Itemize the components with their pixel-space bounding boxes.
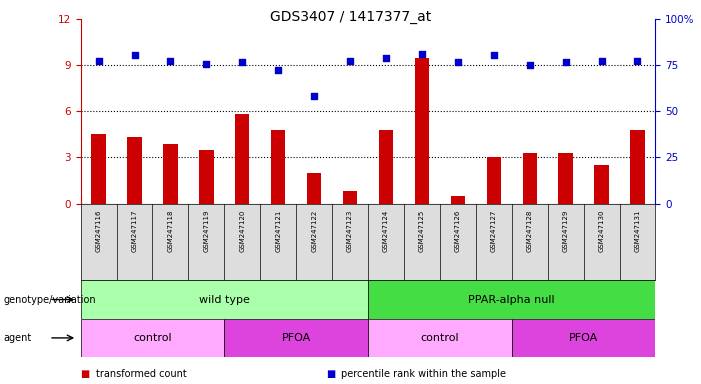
Text: GSM247128: GSM247128 (526, 210, 533, 252)
Text: GSM247125: GSM247125 (419, 210, 425, 252)
Point (524, 62, 536, 68)
Point (416, 51, 428, 57)
Text: ■: ■ (326, 369, 335, 379)
Text: GSM247116: GSM247116 (95, 210, 102, 252)
Bar (630, 130, 645, 204)
Point (129, 51, 140, 58)
Text: PFOA: PFOA (282, 333, 311, 343)
Text: PPAR-alpha null: PPAR-alpha null (468, 295, 555, 305)
Bar (81, 319, 224, 357)
Text: GSM247120: GSM247120 (239, 210, 245, 252)
Bar (199, 150, 214, 204)
Bar (451, 196, 465, 204)
Bar (235, 114, 250, 204)
Text: GDS3407 / 1417377_at: GDS3407 / 1417377_at (270, 10, 431, 23)
Text: control: control (133, 333, 172, 343)
Text: genotype/variation: genotype/variation (4, 295, 96, 305)
Text: GSM247126: GSM247126 (455, 210, 461, 252)
Point (273, 67, 284, 73)
Point (200, 61, 212, 67)
Bar (271, 130, 285, 204)
Point (381, 55, 392, 61)
Text: GSM247122: GSM247122 (311, 210, 317, 252)
Text: GSM247118: GSM247118 (168, 210, 173, 252)
Bar (594, 165, 608, 204)
Point (452, 59, 463, 65)
Text: PFOA: PFOA (569, 333, 598, 343)
Point (488, 52, 499, 58)
Bar (307, 173, 321, 204)
Point (93, 58, 104, 64)
Bar (379, 130, 393, 204)
Bar (163, 144, 177, 204)
Text: ■: ■ (81, 369, 90, 379)
Point (632, 58, 643, 64)
Text: GSM247119: GSM247119 (203, 210, 210, 252)
Text: GSM247123: GSM247123 (347, 210, 353, 252)
Text: control: control (421, 333, 459, 343)
Point (165, 58, 176, 64)
Text: GSM247117: GSM247117 (132, 210, 137, 252)
Bar (128, 137, 142, 204)
Bar (522, 153, 537, 204)
Point (560, 59, 571, 65)
Bar (368, 319, 512, 357)
Bar (224, 319, 368, 357)
Point (596, 58, 607, 64)
Text: GSM247121: GSM247121 (275, 210, 281, 252)
Text: agent: agent (4, 333, 32, 343)
Text: GSM247127: GSM247127 (491, 210, 497, 252)
Bar (91, 134, 106, 204)
Bar (415, 58, 429, 204)
Text: transformed count: transformed count (96, 369, 186, 379)
Point (344, 58, 355, 64)
Bar (486, 157, 501, 204)
Text: percentile rank within the sample: percentile rank within the sample (341, 369, 506, 379)
Text: wild type: wild type (199, 295, 250, 305)
Bar (81, 280, 368, 319)
Text: GSM247130: GSM247130 (599, 210, 604, 252)
Text: GSM247131: GSM247131 (634, 210, 641, 252)
Bar (512, 319, 655, 357)
Point (237, 59, 248, 65)
Text: GSM247129: GSM247129 (563, 210, 569, 252)
Point (308, 93, 320, 99)
Bar (368, 280, 655, 319)
Bar (559, 153, 573, 204)
Bar (343, 191, 358, 204)
Text: GSM247124: GSM247124 (383, 210, 389, 252)
